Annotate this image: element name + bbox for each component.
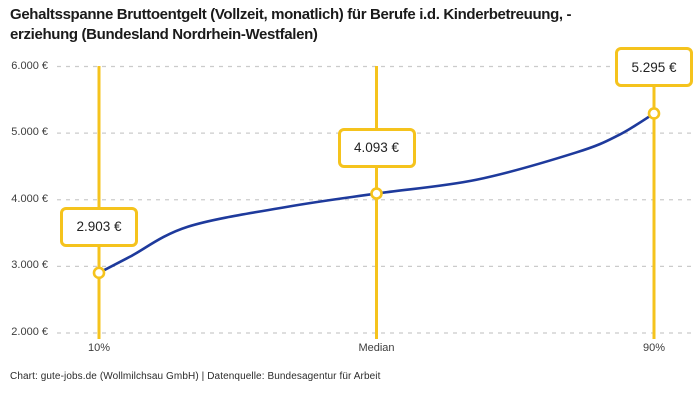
data-point[interactable] (370, 187, 383, 200)
y-axis-tick-label: 4.000 € (11, 192, 48, 205)
x-axis-tick-label: Median (358, 342, 395, 354)
value-callout: 5.295 € (615, 47, 693, 88)
value-callout: 2.903 € (60, 206, 138, 247)
y-axis-tick-label: 2.000 € (11, 326, 48, 338)
data-point[interactable] (92, 266, 106, 280)
attribution-footer: Chart: gute-jobs.de (Wollmilchsau GmbH) … (10, 371, 381, 382)
value-callout: 4.093 € (337, 127, 416, 168)
x-axis-tick-label: 10% (87, 342, 111, 354)
data-point[interactable] (647, 107, 661, 120)
chart-title-line2: erziehung (Bundesland Nordrhein-Westfale… (10, 25, 318, 43)
y-axis-tick-label: 3.000 € (11, 259, 48, 272)
y-axis-tick-label: 5.000 € (11, 126, 48, 139)
x-axis-tick-label: 90% (642, 342, 666, 354)
y-axis-tick-label: 6.000 € (11, 59, 48, 72)
chart-title: Gehaltsspanne Bruttoentgelt (Vollzeit, m… (10, 5, 698, 44)
chart-title-line1: Gehaltsspanne Bruttoentgelt (Vollzeit, m… (10, 6, 572, 23)
